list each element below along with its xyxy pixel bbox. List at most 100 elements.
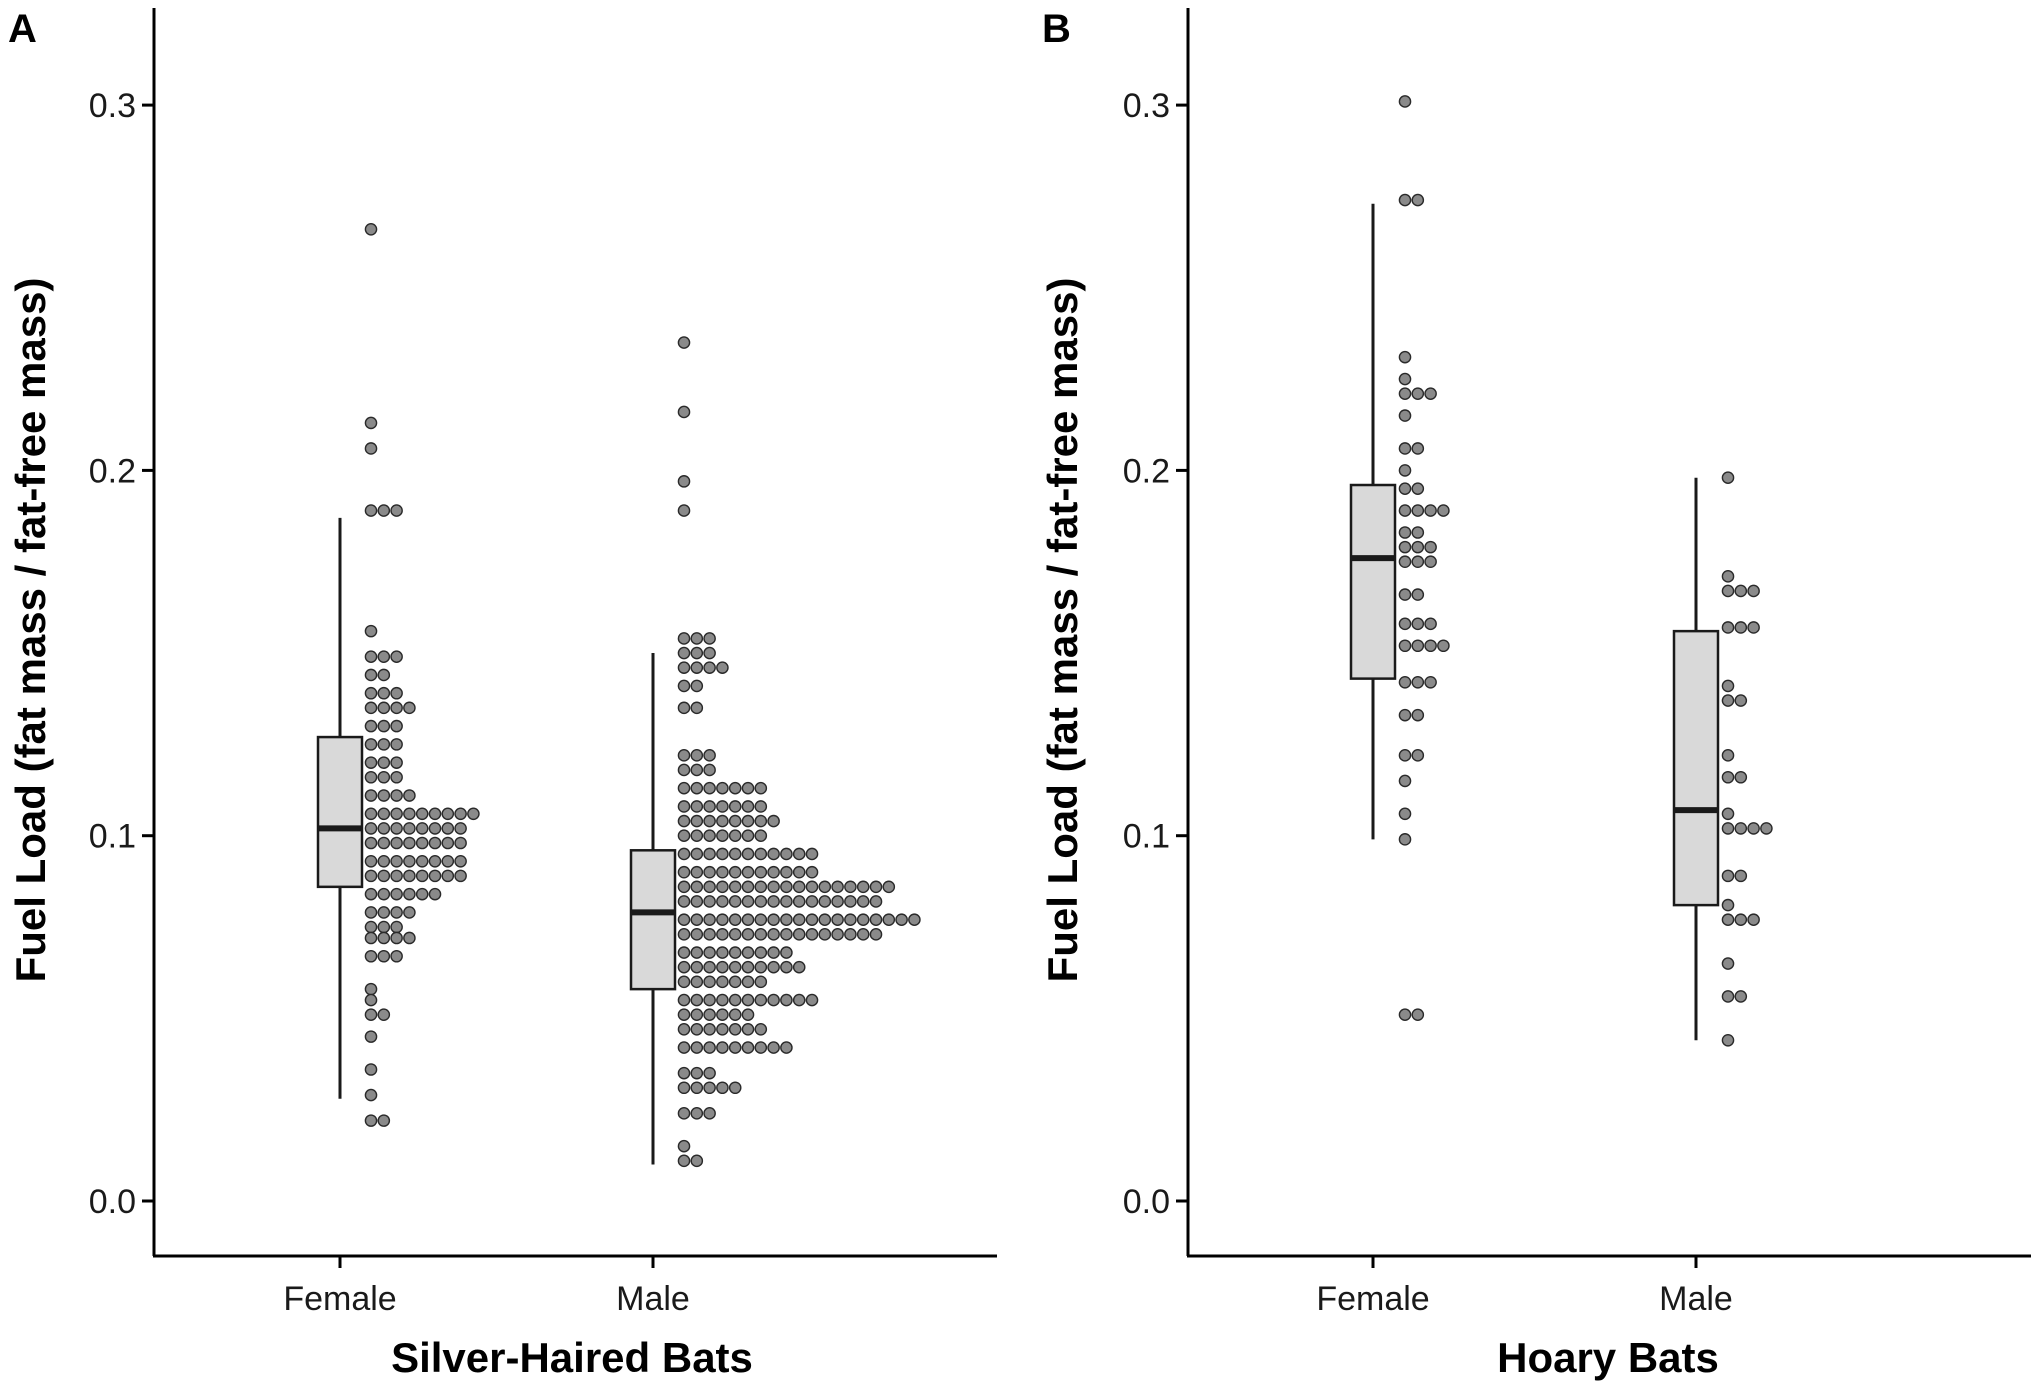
- data-point: [754, 895, 768, 908]
- data-point: [1734, 694, 1748, 707]
- y-tick-label: 0.1: [1123, 818, 1170, 856]
- data-point: [364, 982, 378, 996]
- data-point: [1398, 749, 1412, 762]
- data-point: [1398, 409, 1412, 422]
- data-point: [364, 416, 378, 430]
- data-point: [1437, 639, 1450, 653]
- data-point: [856, 880, 870, 894]
- data-point: [1424, 675, 1437, 689]
- data-point: [377, 701, 391, 715]
- data-point: [1734, 869, 1748, 883]
- data-point: [1411, 1008, 1425, 1021]
- data-point: [1398, 675, 1412, 689]
- data-point: [677, 405, 691, 419]
- data-point: [908, 913, 921, 927]
- data-point: [690, 1154, 704, 1168]
- data-point: [728, 975, 742, 989]
- data-point: [716, 800, 729, 813]
- data-point: [441, 869, 455, 883]
- data-point: [703, 880, 716, 894]
- data-point: [428, 869, 442, 883]
- data-point: [364, 822, 378, 835]
- data-point: [1398, 540, 1412, 554]
- data-point: [741, 865, 755, 879]
- data-point: [703, 1041, 716, 1054]
- data-point: [403, 807, 416, 821]
- data-point: [677, 701, 691, 715]
- x-tick-label: Male: [616, 1280, 690, 1318]
- data-point: [1721, 990, 1735, 1003]
- data-point: [377, 719, 391, 733]
- y-tick-label: 0.2: [89, 452, 136, 490]
- data-point: [1398, 464, 1412, 477]
- data-point: [792, 880, 806, 894]
- y-tick-label: 0.3: [89, 87, 136, 125]
- data-point: [454, 822, 467, 835]
- data-point: [1424, 540, 1437, 554]
- box-iqr: [629, 849, 677, 991]
- data-point: [677, 763, 691, 777]
- data-point: [780, 865, 793, 879]
- data-point: [1721, 694, 1735, 707]
- data-point: [767, 993, 780, 1007]
- data-point: [677, 336, 691, 349]
- data-point: [364, 836, 378, 850]
- data-point: [428, 822, 442, 835]
- data-point: [1398, 442, 1412, 455]
- data-point: [716, 1008, 729, 1021]
- data-point: [728, 800, 742, 813]
- data-point: [703, 781, 716, 795]
- data-point: [844, 895, 857, 908]
- data-point: [767, 865, 780, 879]
- data-point: [741, 781, 755, 795]
- data-point: [1411, 749, 1425, 762]
- data-point: [377, 668, 391, 682]
- data-point: [390, 854, 403, 868]
- data-point: [716, 814, 729, 828]
- data-point: [831, 928, 844, 941]
- data-point: [741, 913, 755, 927]
- data-point: [403, 906, 416, 919]
- data-point: [377, 1114, 391, 1127]
- data-point: [805, 865, 819, 879]
- data-point: [364, 854, 378, 868]
- data-point: [677, 781, 691, 795]
- data-point: [703, 847, 716, 861]
- data-point: [754, 975, 768, 989]
- data-point: [767, 814, 780, 828]
- data-point: [1424, 504, 1437, 517]
- data-point: [677, 800, 691, 813]
- data-point: [741, 1023, 755, 1036]
- data-point: [869, 895, 883, 908]
- data-point: [1734, 913, 1748, 927]
- data-point: [364, 738, 378, 751]
- data-point: [1411, 193, 1425, 207]
- data-point: [818, 895, 832, 908]
- data-point: [1721, 770, 1735, 784]
- boxplots: [316, 517, 677, 1165]
- panel-a: A 0.0 0.1 0.2 0.3 Female Male Silver-Haired …: [7, 7, 997, 1381]
- data-point: [716, 946, 729, 959]
- data-point: [1734, 822, 1748, 835]
- data-point: [741, 880, 755, 894]
- data-point: [454, 869, 467, 883]
- data-point: [1424, 387, 1437, 400]
- data-point: [728, 1008, 742, 1021]
- data-point: [690, 913, 704, 927]
- data-point: [728, 847, 742, 861]
- data-point: [377, 887, 391, 901]
- y-tick-label: 0.0: [1123, 1183, 1170, 1221]
- data-point: [377, 756, 391, 769]
- data-point: [690, 847, 704, 861]
- data-point: [390, 836, 403, 850]
- data-point: [377, 920, 391, 934]
- data-point: [467, 807, 480, 821]
- data-point: [716, 895, 729, 908]
- x-ticks: Female Male: [283, 1256, 690, 1318]
- data-point: [1424, 639, 1437, 653]
- data-point: [754, 781, 768, 795]
- data-point: [1747, 584, 1760, 598]
- data-point: [1398, 193, 1412, 207]
- data-point: [690, 679, 704, 693]
- data-point: [844, 880, 857, 894]
